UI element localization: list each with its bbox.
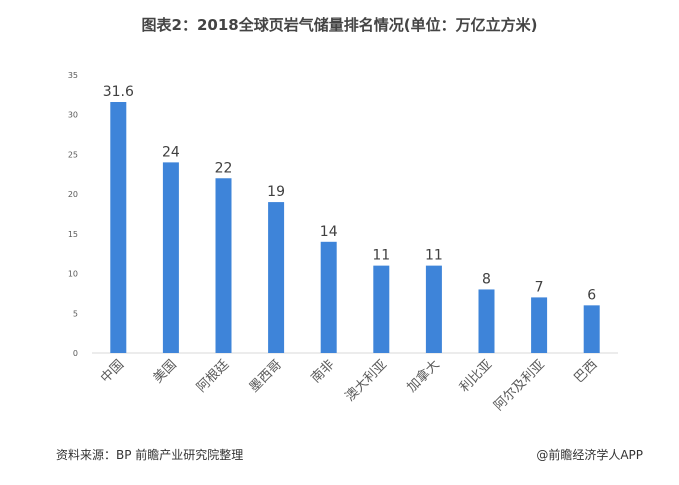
source-note: 资料来源：BP 前瞻产业研究院整理 [56,448,244,462]
x-category-label: 加拿大 [404,357,443,396]
bar-value-label: 11 [425,248,443,264]
bar-value-label: 7 [535,279,544,295]
bar-value-label: 22 [215,160,233,176]
bar-value-label: 8 [482,271,491,287]
bar-value-label: 19 [267,184,285,200]
bar [215,178,232,353]
bar-value-label: 14 [320,224,338,240]
x-category-label: 南非 [308,357,338,387]
value-labels-group: 31.6 24 22 19 14 11 11 8 7 6 [103,84,597,303]
bar [531,297,548,353]
y-tick-label: 20 [68,190,78,199]
bar-value-label: 31.6 [103,84,134,100]
bar [425,265,442,353]
chart-title: 图表2：2018全球页岩气储量排名情况(单位：万亿立方米) [141,16,538,34]
bar [583,305,600,353]
bar-value-label: 6 [587,287,596,303]
y-tick-label: 10 [68,270,78,279]
credit-note: @前瞻经济学人APP [536,448,643,462]
y-axis-labels: 0 5 10 15 20 25 30 35 [68,71,78,358]
x-category-label: 阿尔及利亚 [491,357,548,414]
bar [110,102,127,354]
bar [162,162,179,353]
bar-value-label: 11 [372,248,390,264]
y-tick-label: 5 [73,309,78,318]
y-tick-label: 15 [68,230,78,239]
bar [373,265,390,353]
bars-group [110,102,600,354]
y-tick-label: 30 [68,111,78,120]
x-category-label: 美国 [151,357,180,386]
x-category-label: 中国 [98,357,127,386]
y-tick-label: 0 [73,349,78,358]
y-tick-label: 25 [68,150,78,159]
x-category-label: 巴西 [572,357,601,386]
x-category-label: 阿根廷 [194,357,232,395]
x-category-label: 澳大利亚 [342,357,390,405]
bar [478,289,495,353]
bar [268,202,285,353]
bar [320,241,337,353]
x-category-label: 利比亚 [457,357,495,395]
bar-value-label: 24 [162,144,180,160]
y-tick-label: 35 [68,71,78,80]
x-category-label: 墨西哥 [247,357,285,395]
